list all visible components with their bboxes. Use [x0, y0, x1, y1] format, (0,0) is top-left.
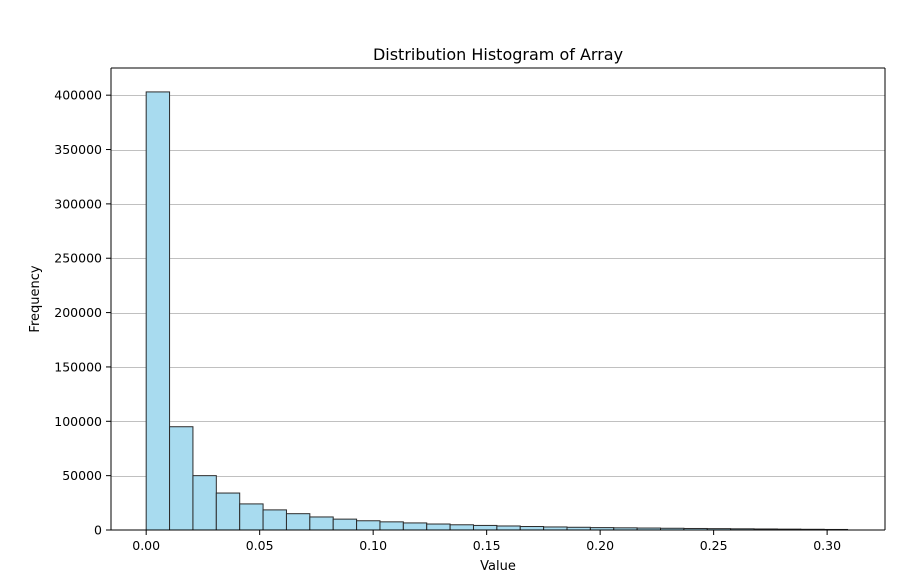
y-axis-label: Frequency [28, 265, 43, 332]
x-tick-label: 0.25 [700, 538, 728, 553]
y-tick-label: 150000 [54, 359, 102, 374]
histogram-bar [285, 513, 311, 531]
plot-area [111, 68, 885, 530]
histogram-bar [239, 503, 264, 531]
histogram-bar [379, 521, 404, 531]
x-tick-label: 0.30 [813, 538, 841, 553]
x-tick-label: 0.00 [132, 538, 160, 553]
x-tick-label: 0.10 [359, 538, 387, 553]
histogram-bar [356, 520, 381, 531]
x-axis-label: Value [480, 559, 516, 572]
y-tick-label: 100000 [54, 414, 102, 429]
y-tick-label: 350000 [54, 142, 102, 157]
chart-title: Distribution Histogram of Array [373, 45, 623, 64]
histogram-bar [496, 525, 521, 531]
histogram-bar [472, 524, 498, 531]
x-tick-label: 0.05 [246, 538, 274, 553]
histogram-bar [192, 475, 217, 531]
y-tick-label: 0 [94, 523, 102, 538]
y-tick-label: 250000 [54, 251, 102, 266]
gridlines [111, 95, 885, 477]
histogram-bar [169, 426, 194, 531]
x-tick-label: 0.20 [586, 538, 614, 553]
histogram-bar [449, 524, 474, 531]
x-tick-label: 0.15 [473, 538, 501, 553]
axes-frame [110, 67, 886, 531]
y-tick-label: 50000 [62, 468, 102, 483]
histogram-bar [426, 523, 451, 531]
histogram-bar [519, 526, 545, 531]
histogram-bar [145, 91, 171, 531]
histogram-bar [215, 492, 241, 531]
histogram-bar [332, 518, 358, 531]
y-axis-ticks: 0 50000 100000 150000 200000 250000 300000 3500… [54, 88, 111, 538]
y-tick-label: 300000 [54, 196, 102, 211]
y-tick-label: 400000 [54, 88, 102, 103]
histogram-bar [309, 516, 334, 531]
x-axis-ticks: 0.00 0.05 0.10 0.15 0.20 0.25 0.30 [132, 530, 841, 553]
histogram-bar [262, 509, 287, 531]
histogram-bar [402, 522, 428, 531]
y-tick-label: 200000 [54, 305, 102, 320]
